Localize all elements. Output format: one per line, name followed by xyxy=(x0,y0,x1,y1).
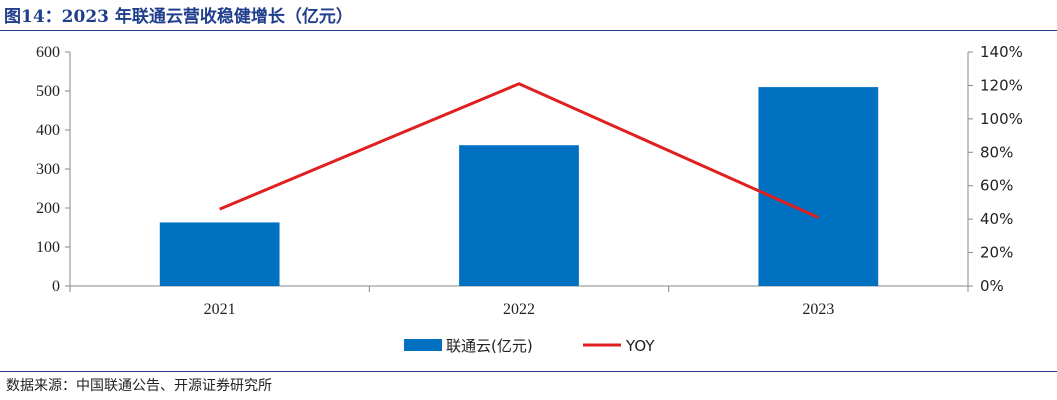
chart-legend: 联通云(亿元) YOY xyxy=(404,337,655,355)
left-tick-label: 600 xyxy=(36,44,60,61)
x-tick-label: 2021 xyxy=(204,301,236,318)
title-rule xyxy=(0,30,1057,31)
left-tick-label: 500 xyxy=(36,83,60,100)
figure-title: 图14：2023 年联通云营收稳健增长（亿元） xyxy=(4,7,353,27)
chart-bars xyxy=(159,87,879,286)
bar-2021 xyxy=(159,222,280,286)
left-tick-label: 300 xyxy=(36,161,60,178)
bar-2022 xyxy=(459,145,579,286)
right-tick-label: 20% xyxy=(980,244,1013,262)
right-tick-label: 100% xyxy=(980,110,1023,128)
source-note: 数据来源：中国联通公告、开源证券研究所 xyxy=(6,378,272,394)
right-tick-label: 140% xyxy=(980,43,1023,61)
x-tick-label: 2022 xyxy=(503,301,535,318)
right-tick-label: 40% xyxy=(980,210,1013,228)
legend-swatch-bar xyxy=(404,339,442,351)
left-tick-label: 0 xyxy=(52,278,60,295)
source-rule xyxy=(0,371,1057,372)
legend-label-bar: 联通云(亿元) xyxy=(446,337,533,355)
left-tick-label: 100 xyxy=(36,239,60,256)
x-tick-label: 2023 xyxy=(802,301,834,318)
revenue-chart: 0 100 200 300 400 500 600 0% 20% 40% 60% 80% 100% 120… xyxy=(36,43,1023,355)
right-tick-label: 120% xyxy=(980,76,1023,94)
right-tick-label: 60% xyxy=(980,177,1013,195)
left-tick-label: 200 xyxy=(36,200,60,217)
right-tick-label: 80% xyxy=(980,143,1013,161)
left-tick-label: 400 xyxy=(36,122,60,139)
legend-label-line: YOY xyxy=(625,337,655,355)
chart-line xyxy=(219,82,819,219)
right-tick-label: 0% xyxy=(980,277,1004,295)
bar-2023 xyxy=(758,87,879,286)
